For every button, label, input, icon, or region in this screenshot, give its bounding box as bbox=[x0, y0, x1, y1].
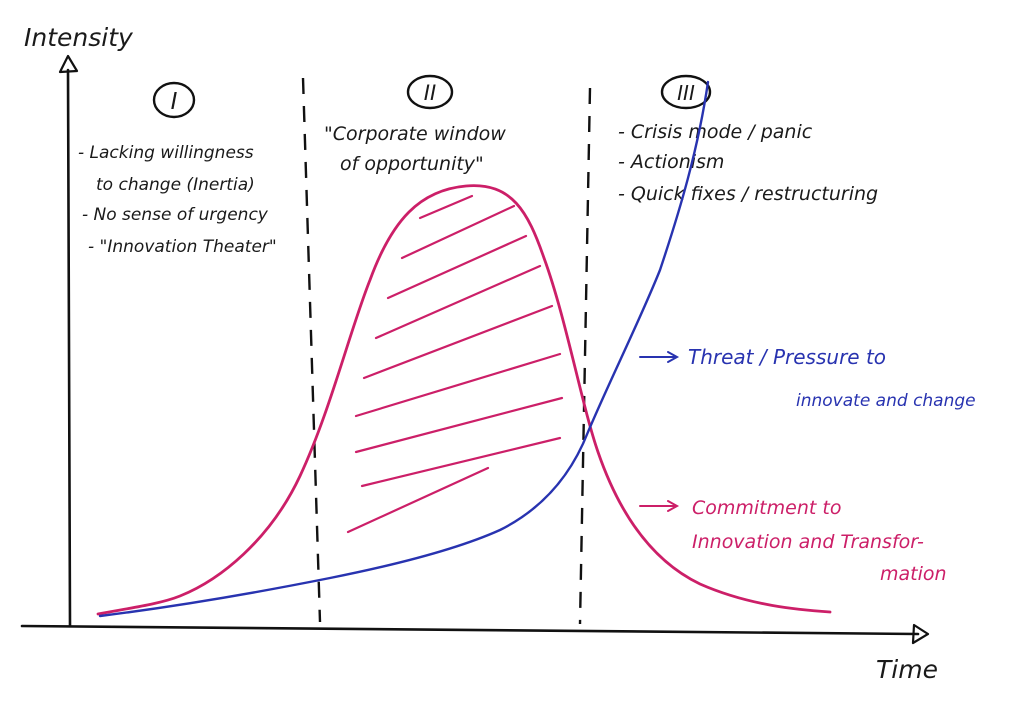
phase-1-numeral: I bbox=[171, 89, 178, 115]
phase-divider-1 bbox=[301, 77, 322, 623]
phase-1-note-3: - No sense of urgency bbox=[82, 205, 269, 225]
y-axis bbox=[58, 54, 79, 628]
x-axis-arrowhead-icon bbox=[911, 623, 930, 645]
threat-label-line-2: innovate and change bbox=[796, 391, 976, 411]
commitment-label-line-3: mation bbox=[880, 563, 947, 585]
phase-3-numeral: III bbox=[677, 81, 695, 105]
commitment-label-line-2: Innovation and Transfor- bbox=[692, 531, 924, 553]
phase-1-note-1: - Lacking willingness bbox=[78, 143, 254, 163]
threat-label: Threat / Pressure to innovate and change bbox=[639, 345, 976, 411]
x-axis bbox=[20, 623, 930, 645]
threat-label-line-1: Threat / Pressure to bbox=[688, 345, 886, 369]
phase-3-note-3: - Quick fixes / restructuring bbox=[618, 183, 878, 205]
phase-2-note-1: "Corporate window bbox=[324, 123, 506, 145]
phase-3-note-1: - Crisis mode / panic bbox=[618, 121, 813, 143]
phase-2: II "Corporate window of opportunity" bbox=[324, 74, 506, 175]
y-axis-arrowhead-icon bbox=[58, 54, 79, 74]
phase-3-note-2: - Actionism bbox=[618, 151, 724, 173]
phase-divider-2 bbox=[578, 87, 592, 625]
x-axis-label: Time bbox=[876, 655, 938, 684]
phase-3-badge bbox=[660, 74, 712, 110]
phase-1: I - Lacking willingness to change (Inert… bbox=[78, 81, 277, 257]
commitment-label-line-1: Commitment to bbox=[692, 497, 841, 519]
commitment-arrow-icon bbox=[639, 500, 680, 512]
opportunity-window-hatching bbox=[346, 194, 564, 534]
y-axis-label: Intensity bbox=[24, 23, 134, 52]
phase-1-badge bbox=[152, 81, 196, 119]
phase-1-note-2: to change (Inertia) bbox=[96, 175, 255, 195]
phase-2-numeral: II bbox=[424, 81, 436, 105]
phase-2-note-2: of opportunity" bbox=[340, 153, 484, 175]
phase-2-badge bbox=[406, 74, 454, 110]
phase-1-note-4: - "Innovation Theater" bbox=[88, 237, 277, 257]
commitment-curve bbox=[96, 184, 832, 616]
threat-arrow-icon bbox=[639, 351, 680, 363]
threat-curve bbox=[98, 80, 710, 618]
commitment-label: Commitment to Innovation and Transfor- m… bbox=[639, 497, 947, 585]
